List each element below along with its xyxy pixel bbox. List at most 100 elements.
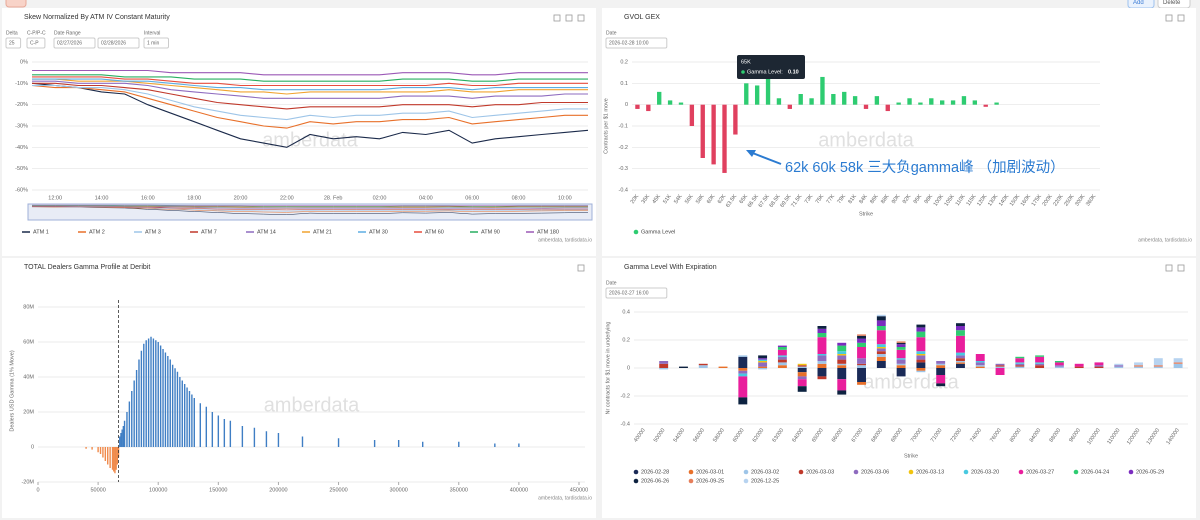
bar [837,379,847,391]
legend-label[interactable]: ATM 180 [537,229,559,235]
legend-swatch [688,478,694,484]
legend-label[interactable]: 2026-05-29 [1136,469,1164,475]
legend-label[interactable]: ATM 21 [313,229,332,235]
y-tick-label: -0.2 [621,393,630,399]
bar [1114,363,1124,366]
menu-button[interactable] [5,0,27,8]
legend-label[interactable]: 2026-03-13 [916,469,944,475]
legend-label[interactable]: 2026-03-03 [806,469,834,475]
legend-label[interactable]: ATM 14 [257,229,276,235]
credits: amberdata, tardisdata.io [538,237,592,243]
legend-label[interactable]: 2026-03-06 [861,469,889,475]
bar [635,104,640,109]
bar [126,412,128,447]
y-tick-label: 0% [20,59,28,65]
navigator-line [32,206,588,209]
input-box[interactable] [97,37,140,49]
legend-label[interactable]: ATM 90 [481,229,500,235]
bar [1134,362,1143,366]
bar [1054,361,1064,363]
bar [975,354,985,361]
bar [837,345,847,352]
legend-label[interactable]: Gamma Level [641,229,675,235]
input-box[interactable] [605,287,668,299]
bar [1054,365,1064,367]
bar [797,365,807,367]
legend-label[interactable]: ATM 3 [145,229,161,235]
y-tick-label: -0.3 [619,166,628,172]
legend-label[interactable]: 2026-03-01 [696,469,724,475]
navigator-line [32,206,588,212]
x-tick-label: 20:00 [234,195,248,201]
bar [817,355,827,361]
legend-label[interactable]: 2026-03-02 [751,469,779,475]
legend-label[interactable]: ATM 30 [369,229,388,235]
legend-label[interactable]: 2026-03-20 [971,469,999,475]
bar [145,340,147,447]
input-box[interactable] [5,37,22,49]
icon[interactable] [1165,14,1173,22]
legend-label[interactable]: 2026-09-25 [696,478,724,484]
x-tick-label: 06:00 [465,195,479,201]
legend-label[interactable]: 2026-04-24 [1081,469,1109,475]
bar [777,347,787,350]
bar [494,443,496,447]
legend-label[interactable]: ATM 60 [425,229,444,235]
bar [956,362,965,364]
bar [700,104,705,158]
bar [837,363,847,366]
input-box[interactable] [26,37,46,49]
legend-label[interactable]: ATM 1 [33,229,49,235]
bar [109,447,111,468]
control-label: Date [606,30,617,36]
bar [738,355,748,357]
bar [817,337,827,354]
bar [896,344,906,347]
x-tick-label: 08:00 [512,195,526,201]
icon[interactable] [577,264,585,272]
panel [602,258,1196,518]
legend-swatch [688,469,694,475]
watermark: amberdata [264,394,360,416]
bar [181,380,183,447]
bar [722,104,727,173]
x-tick-label: 77K [826,193,837,205]
icon[interactable] [577,14,585,22]
bar [667,100,673,105]
icon[interactable] [1177,264,1185,272]
legend-label[interactable]: 2026-03-27 [1026,469,1054,475]
icon[interactable] [1177,14,1185,22]
tooltip-title: 65K [741,59,751,65]
control-label: Delta [6,30,18,36]
input-box[interactable] [605,37,668,49]
bar [916,355,926,360]
legend-label[interactable]: ATM 7 [201,229,217,235]
bar [422,441,424,447]
x-tick-label: 22:00 [280,195,294,201]
legend-label[interactable]: 2026-06-26 [641,478,669,484]
legend-swatch [743,478,749,484]
bar [301,436,304,447]
input-box[interactable] [143,37,169,49]
legend-label[interactable]: 2026-02-28 [641,469,669,475]
bar [797,379,807,387]
bar [97,447,99,453]
series-line [32,76,588,87]
legend-swatch [908,469,914,475]
legend-label[interactable]: ATM 2 [89,229,105,235]
icon[interactable] [1165,264,1173,272]
icon[interactable] [553,14,561,22]
bar [936,368,946,375]
input-box[interactable] [53,37,96,49]
legend-label[interactable]: 2026-12-25 [751,478,779,484]
bar [157,342,159,447]
bar [176,371,179,447]
bar [193,398,195,447]
bar [169,359,171,447]
x-tick-label: 65K [739,193,750,205]
bar [133,380,135,447]
bar [179,377,181,447]
bar [896,358,906,360]
y-tick-label: 80M [23,304,34,310]
icon[interactable] [565,14,573,22]
